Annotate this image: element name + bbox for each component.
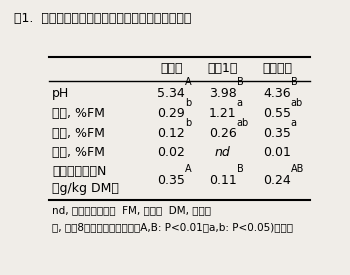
Text: 畜草1号: 畜草1号 bbox=[208, 62, 238, 76]
Text: 0.55: 0.55 bbox=[263, 107, 291, 120]
Text: B: B bbox=[291, 78, 298, 87]
Text: 5.34: 5.34 bbox=[158, 87, 185, 100]
Text: アンモニア態N
（g/kg DM）: アンモニア態N （g/kg DM） bbox=[52, 166, 119, 195]
Text: pH: pH bbox=[52, 87, 69, 100]
Text: B: B bbox=[237, 78, 243, 87]
Text: ab: ab bbox=[291, 98, 303, 108]
Text: b: b bbox=[185, 118, 191, 128]
Text: nd, 検出されない；  FM, 現物；  DM, 乾物。: nd, 検出されない； FM, 現物； DM, 乾物。 bbox=[52, 205, 211, 215]
Text: A: A bbox=[185, 78, 192, 87]
Text: 0.26: 0.26 bbox=[209, 127, 237, 140]
Text: 酪酸, %FM: 酪酸, %FM bbox=[52, 146, 105, 159]
Text: nd: nd bbox=[215, 146, 231, 159]
Text: 4.36: 4.36 bbox=[263, 87, 291, 100]
Text: ab: ab bbox=[237, 118, 249, 128]
Text: a: a bbox=[291, 118, 297, 128]
Text: 0.24: 0.24 bbox=[263, 174, 291, 187]
Text: 0.11: 0.11 bbox=[209, 174, 237, 187]
Text: 0.29: 0.29 bbox=[158, 107, 185, 120]
Text: 無添加: 無添加 bbox=[160, 62, 182, 76]
Text: B: B bbox=[237, 164, 243, 174]
Text: a: a bbox=[237, 98, 243, 108]
Text: 0.02: 0.02 bbox=[157, 146, 185, 159]
Text: 0.35: 0.35 bbox=[157, 174, 185, 187]
Text: 3.98: 3.98 bbox=[209, 87, 237, 100]
Text: 表1.  稲わらロールベールサイレージの発酵品質＊: 表1. 稲わらロールベールサイレージの発酵品質＊ bbox=[14, 12, 191, 25]
Text: A: A bbox=[185, 164, 192, 174]
Text: 1.21: 1.21 bbox=[209, 107, 237, 120]
Text: 市販菌剤: 市販菌剤 bbox=[262, 62, 292, 76]
Text: 乳酸, %FM: 乳酸, %FM bbox=[52, 107, 105, 120]
Text: ＊, 貯蔵8月後開封。有意差（A,B: P<0.01；a,b: P<0.05)あり。: ＊, 貯蔵8月後開封。有意差（A,B: P<0.01；a,b: P<0.05)あ… bbox=[52, 222, 293, 232]
Text: 0.12: 0.12 bbox=[158, 127, 185, 140]
Text: 0.35: 0.35 bbox=[263, 127, 291, 140]
Text: 酢酸, %FM: 酢酸, %FM bbox=[52, 127, 105, 140]
Text: AB: AB bbox=[291, 164, 304, 174]
Text: b: b bbox=[185, 98, 191, 108]
Text: 0.01: 0.01 bbox=[263, 146, 291, 159]
